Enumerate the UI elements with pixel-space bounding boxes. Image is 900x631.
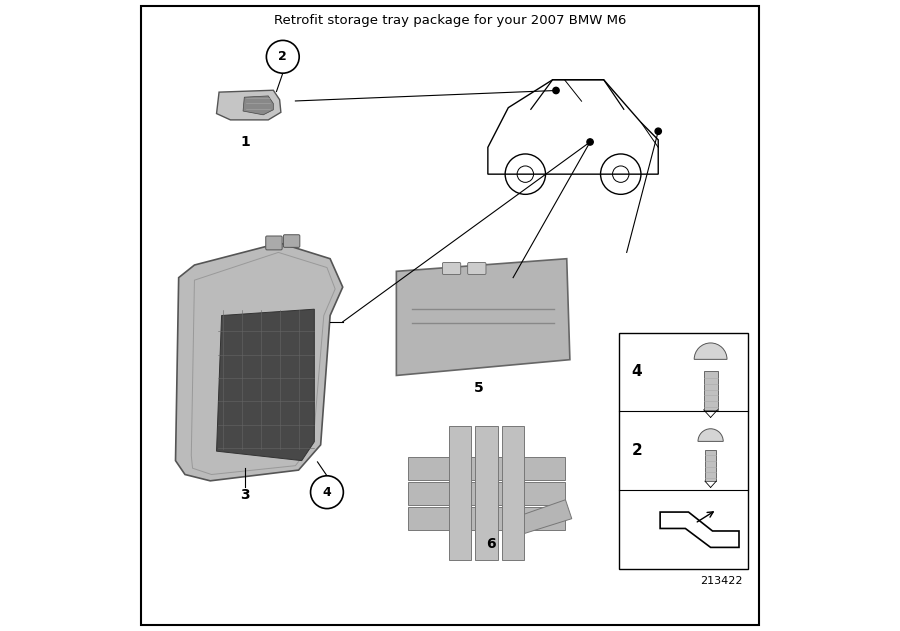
Polygon shape (408, 457, 565, 480)
Text: 4: 4 (632, 365, 643, 379)
FancyBboxPatch shape (284, 235, 300, 247)
Polygon shape (515, 500, 572, 534)
Wedge shape (698, 429, 724, 442)
Text: 2: 2 (278, 50, 287, 63)
Polygon shape (243, 96, 274, 115)
Polygon shape (396, 259, 570, 375)
Text: 4: 4 (322, 486, 331, 498)
Circle shape (310, 476, 344, 509)
FancyBboxPatch shape (266, 236, 283, 250)
Polygon shape (176, 243, 343, 481)
Circle shape (587, 139, 593, 145)
FancyBboxPatch shape (468, 262, 486, 274)
Circle shape (266, 40, 299, 73)
Wedge shape (694, 343, 727, 360)
Text: 6: 6 (486, 537, 496, 551)
Text: 5: 5 (473, 381, 483, 395)
Circle shape (553, 87, 559, 93)
Polygon shape (660, 512, 739, 547)
Bar (619, 333, 749, 569)
FancyBboxPatch shape (443, 262, 461, 274)
Polygon shape (217, 309, 314, 461)
Text: Retrofit storage tray package for your 2007 BMW M6: Retrofit storage tray package for your 2… (274, 15, 626, 27)
Text: 2: 2 (632, 444, 643, 458)
Bar (704, 371, 717, 410)
Text: 213422: 213422 (699, 575, 742, 586)
Polygon shape (408, 482, 565, 505)
Polygon shape (217, 90, 281, 120)
Polygon shape (449, 427, 472, 560)
Text: 3: 3 (240, 488, 249, 502)
Text: 1: 1 (240, 135, 250, 149)
Circle shape (655, 128, 661, 134)
Polygon shape (501, 427, 525, 560)
Polygon shape (408, 507, 565, 530)
Polygon shape (475, 427, 498, 560)
Bar (705, 449, 716, 481)
